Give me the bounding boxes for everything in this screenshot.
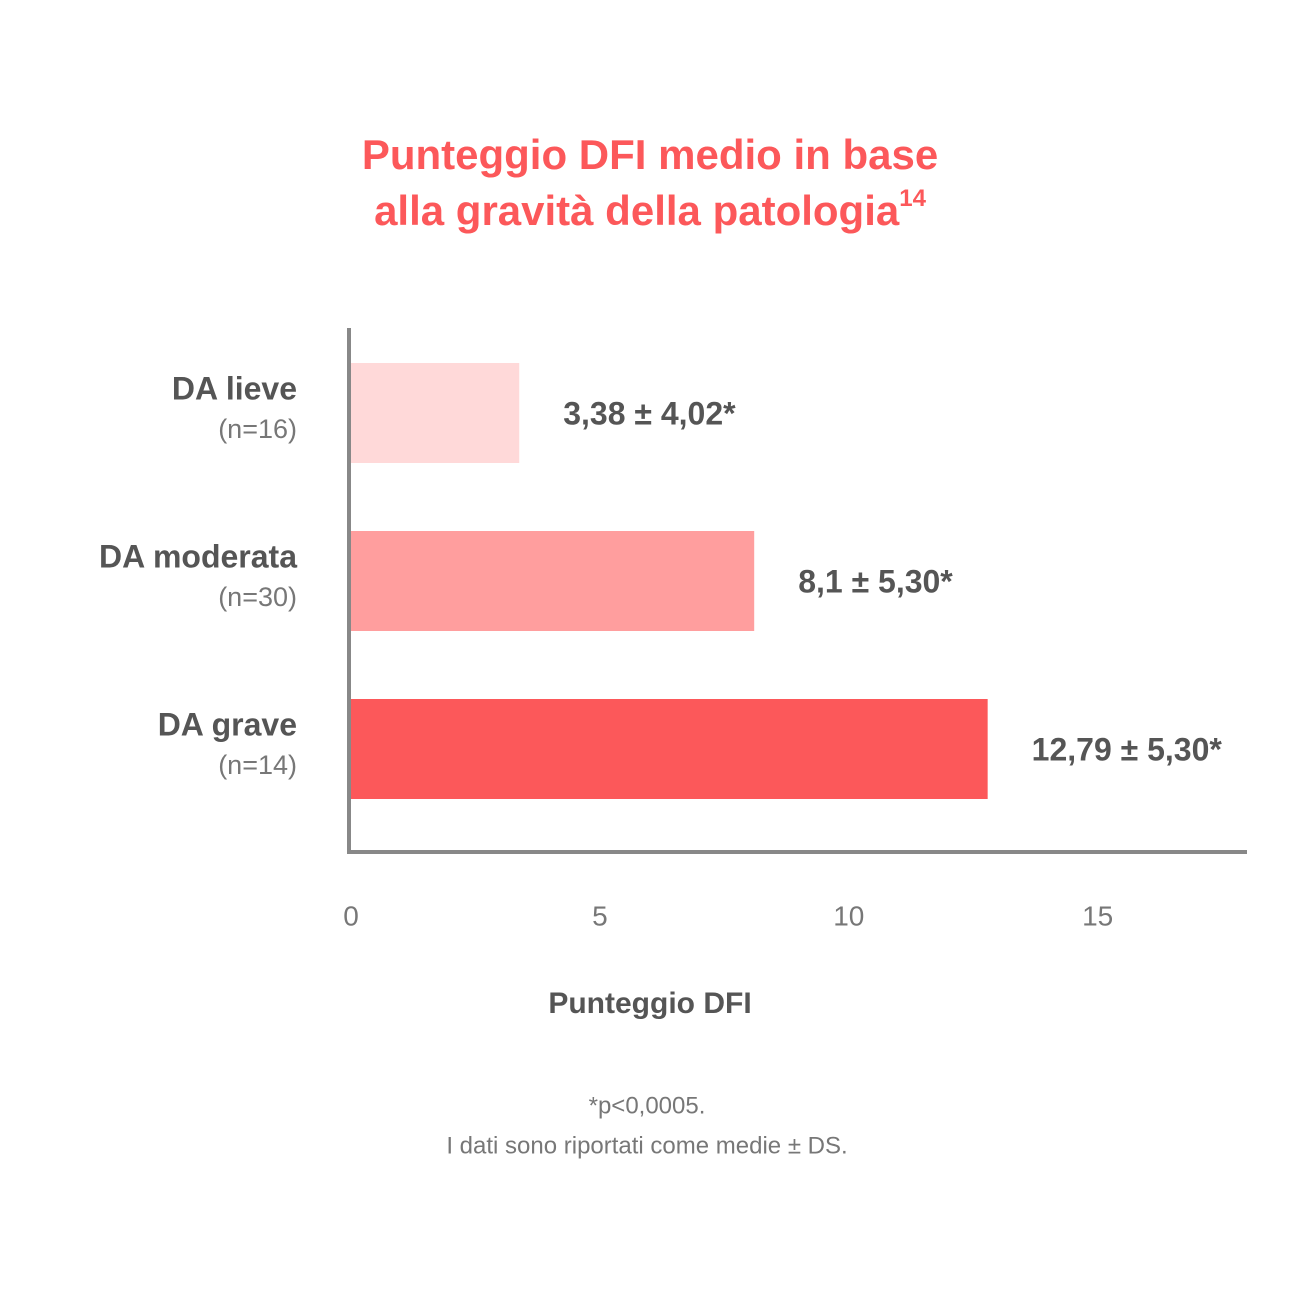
value-label: 3,38 ± 4,02* [563, 395, 736, 431]
bar [351, 699, 988, 799]
title-line: alla gravità della patologia [374, 187, 900, 234]
x-axis-label: Punteggio DFI [548, 987, 751, 1020]
x-tick-label: 0 [343, 900, 359, 931]
x-tick-label: 10 [833, 900, 864, 931]
footnote: *p<0,0005. [589, 1092, 706, 1119]
sample-size-label: (n=16) [218, 414, 297, 444]
x-tick-label: 5 [592, 900, 608, 931]
sample-size-label: (n=30) [218, 582, 297, 612]
footnote: I dati sono riportati come medie ± DS. [446, 1132, 847, 1159]
category-label: DA lieve [172, 370, 297, 406]
category-label: DA grave [158, 706, 297, 742]
category-label: DA moderata [99, 538, 297, 574]
value-label: 12,79 ± 5,30* [1032, 731, 1223, 767]
sample-size-label: (n=14) [218, 750, 297, 780]
x-tick-label: 15 [1082, 900, 1113, 931]
chart-title: Punteggio DFI medio in base [362, 131, 938, 178]
chart-title: alla gravità della patologia14 [374, 185, 927, 234]
title-reference: 14 [899, 185, 926, 212]
value-label: 8,1 ± 5,30* [798, 563, 953, 599]
bar [351, 363, 520, 463]
bar [351, 531, 755, 631]
